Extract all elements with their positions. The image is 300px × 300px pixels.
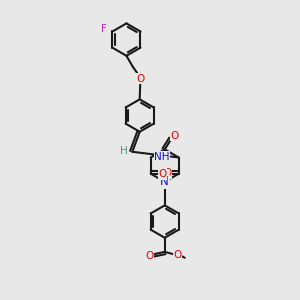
Text: O: O (158, 169, 166, 179)
Text: O: O (145, 251, 154, 261)
Text: O: O (163, 168, 171, 178)
Text: F: F (101, 24, 107, 34)
Text: NH: NH (154, 152, 170, 162)
Text: O: O (136, 74, 144, 84)
Text: H: H (120, 146, 128, 156)
Text: O: O (171, 130, 179, 141)
Text: O: O (174, 250, 182, 260)
Text: N: N (160, 175, 169, 188)
